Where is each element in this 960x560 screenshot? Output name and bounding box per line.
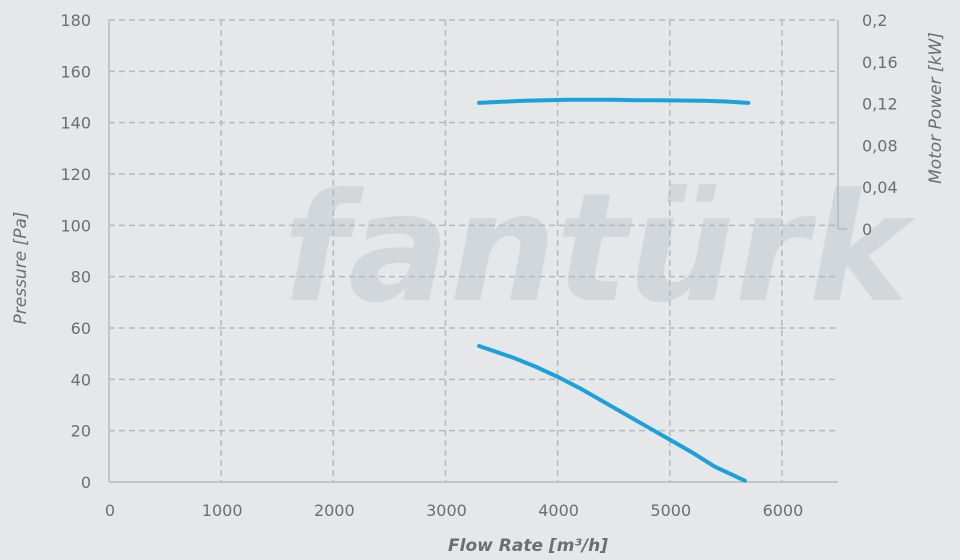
watermark-logo: fantürk: [283, 162, 917, 336]
y-tick-label: 180: [60, 11, 91, 30]
x-tick-label: 1000: [202, 501, 243, 520]
y2-tick-label: 0,2: [862, 11, 887, 30]
y-tick-label: 120: [60, 165, 91, 184]
y-tick-label: 160: [60, 62, 91, 81]
pressure-curve: [477, 344, 747, 483]
y2-tick-label: 0,12: [862, 95, 898, 114]
x-tick-label: 4000: [538, 501, 579, 520]
y-axis-title: Pressure [Pa]: [11, 212, 31, 325]
y2-axis-title: Motor Power [kW]: [926, 32, 946, 184]
y-tick-label: 0: [81, 473, 91, 492]
y-tick-label: 80: [71, 268, 91, 287]
y-tick-label: 140: [60, 114, 91, 133]
x-tick-label: 5000: [650, 501, 691, 520]
y-tick-label: 100: [60, 216, 91, 235]
y-tick-label: 60: [71, 319, 91, 338]
y2-tick-label: 0: [862, 220, 872, 239]
x-tick-label: 0: [105, 501, 115, 520]
motor-power-curve: [477, 97, 751, 105]
x-tick-label: 2000: [314, 501, 355, 520]
grid: [109, 19, 838, 482]
y-tick-label: 20: [71, 422, 91, 441]
series-lines: [477, 97, 751, 483]
tick-labels: 0 20 40 60 80 100 120 140 160 180 0 1000 2000 3000 400…: [60, 11, 897, 520]
y2-tick-label: 0,16: [862, 53, 898, 72]
y-tick-label: 40: [71, 370, 91, 389]
y2-tick-label: 0,04: [862, 178, 898, 197]
x-tick-label: 6000: [763, 501, 804, 520]
x-tick-label: 3000: [426, 501, 467, 520]
y2-tick-label: 0,08: [862, 136, 898, 155]
axes: [108, 20, 847, 483]
x-axis-title: Flow Rate [m³/h]: [448, 536, 608, 556]
